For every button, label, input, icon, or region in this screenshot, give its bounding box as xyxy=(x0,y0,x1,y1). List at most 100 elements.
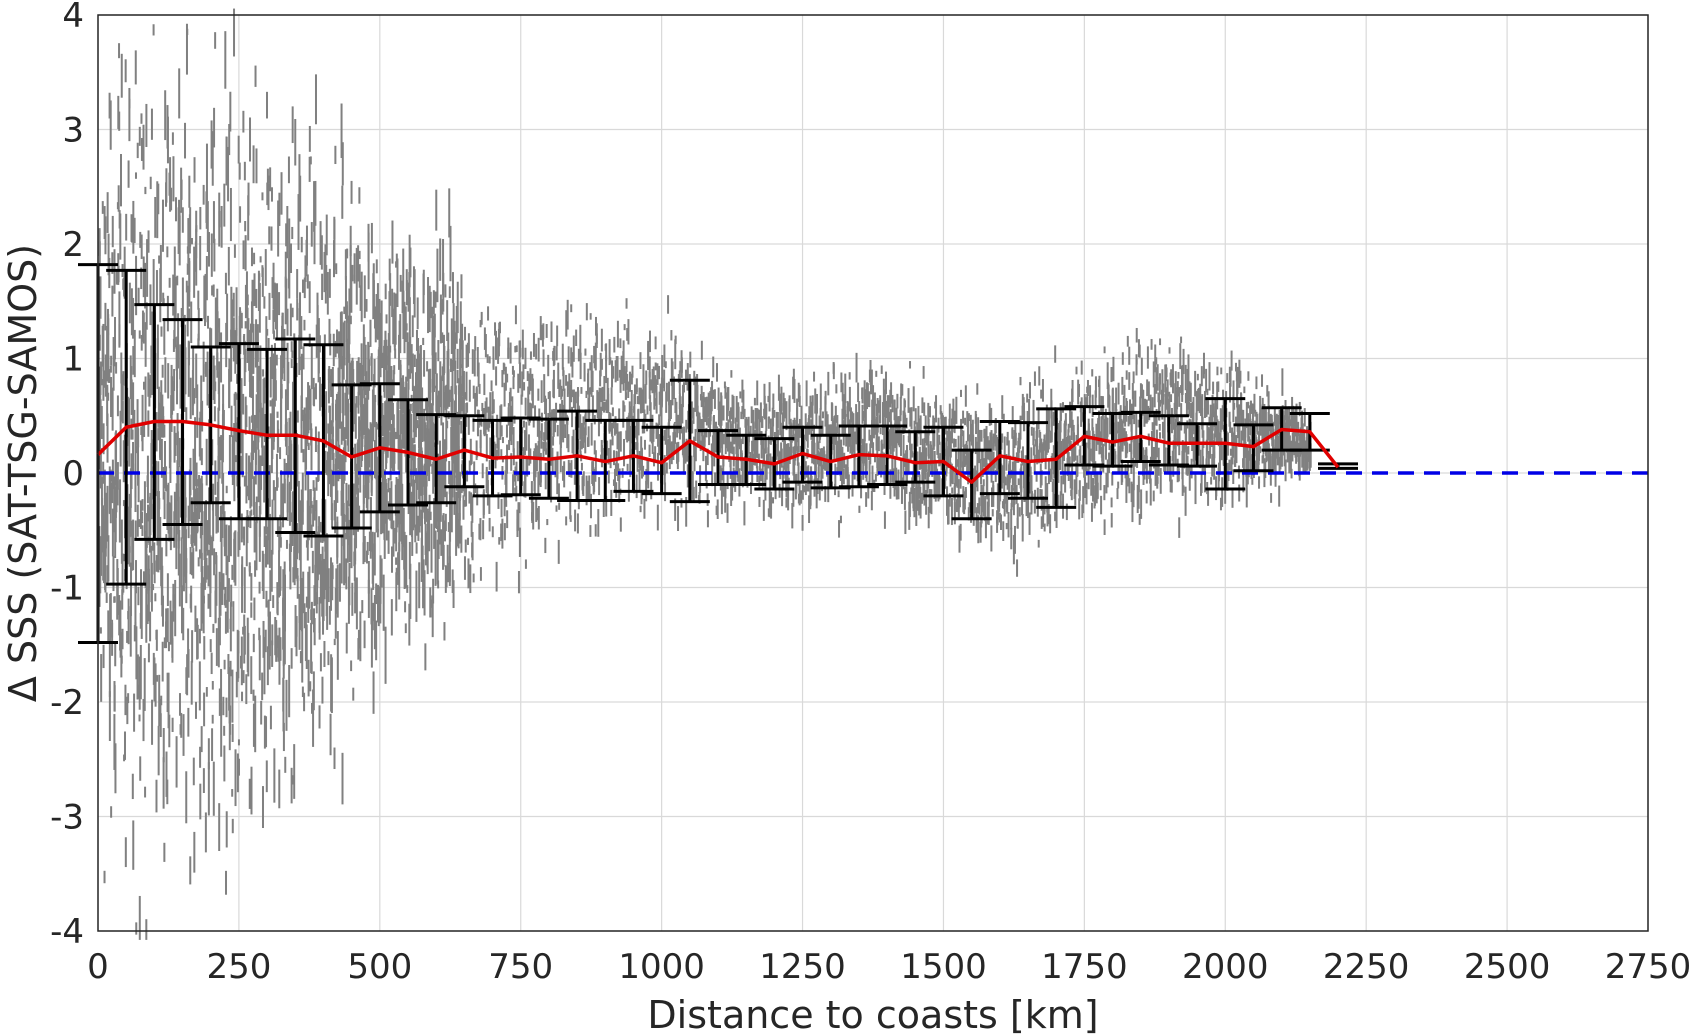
scatter-point xyxy=(248,416,251,431)
scatter-point xyxy=(126,696,129,725)
scatter-point xyxy=(789,422,792,448)
scatter-point xyxy=(188,469,191,522)
scatter-point xyxy=(418,509,421,527)
scatter-point xyxy=(157,725,160,776)
scatter-point xyxy=(1030,475,1033,492)
scatter-point xyxy=(1251,477,1254,485)
scatter-point xyxy=(624,372,627,400)
scatter-point xyxy=(411,511,414,556)
scatter-point xyxy=(222,573,225,590)
scatter-point xyxy=(1064,464,1067,493)
scatter-point xyxy=(227,246,230,286)
scatter-point xyxy=(957,435,960,455)
scatter-point xyxy=(1117,433,1120,441)
scatter-point xyxy=(135,922,138,935)
scatter-point xyxy=(960,418,963,447)
scatter-point xyxy=(722,405,725,421)
scatter-point xyxy=(1228,411,1231,427)
scatter-point xyxy=(877,457,880,472)
scatter-point xyxy=(157,461,160,498)
scatter-point xyxy=(729,456,732,479)
scatter-point xyxy=(259,256,262,263)
scatter-point xyxy=(1014,432,1017,446)
scatter-point xyxy=(118,595,121,636)
scatter-point xyxy=(434,530,437,586)
scatter-point xyxy=(665,391,668,413)
scatter-point xyxy=(1058,422,1061,447)
scatter-point xyxy=(1106,417,1109,437)
scatter-point xyxy=(924,415,927,433)
scatter-point xyxy=(749,425,752,436)
scatter-point xyxy=(343,513,346,550)
scatter-point xyxy=(315,477,318,491)
scatter-point xyxy=(130,453,133,490)
scatter-point xyxy=(250,766,253,815)
scatter-point xyxy=(158,255,161,264)
scatter-point xyxy=(1229,421,1232,433)
scatter-point xyxy=(402,248,405,305)
scatter-point xyxy=(456,369,459,384)
scatter-point xyxy=(711,457,714,487)
scatter-point xyxy=(1190,402,1193,418)
scatter-point xyxy=(561,343,564,370)
scatter-point xyxy=(166,295,169,332)
scatter-point xyxy=(537,388,540,401)
scatter-point xyxy=(1043,523,1046,532)
scatter-point xyxy=(215,504,218,526)
scatter-point xyxy=(311,702,314,714)
scatter-point xyxy=(535,499,538,522)
scatter-point xyxy=(432,461,435,494)
scatter-point xyxy=(1171,380,1174,394)
scatter-point xyxy=(577,485,580,510)
scatter-point xyxy=(743,408,746,418)
scatter-point xyxy=(470,492,473,516)
scatter-point xyxy=(413,269,416,318)
scatter-point xyxy=(837,490,840,498)
scatter-point xyxy=(116,559,119,582)
scatter-point xyxy=(693,370,696,386)
scatter-point xyxy=(137,287,140,304)
scatter-point xyxy=(587,426,590,447)
scatter-point xyxy=(1192,397,1195,422)
scatter-point xyxy=(886,395,889,425)
scatter-point xyxy=(858,505,861,513)
scatter-point xyxy=(728,410,731,423)
scatter-point xyxy=(473,349,476,377)
scatter-point xyxy=(318,531,321,575)
scatter-point xyxy=(497,438,500,457)
scatter-point xyxy=(338,360,341,397)
scatter-point xyxy=(285,421,288,456)
scatter-point xyxy=(538,431,541,461)
scatter-point xyxy=(161,641,164,682)
scatter-point xyxy=(900,459,903,487)
scatter-point xyxy=(436,539,439,585)
scatter-point xyxy=(333,638,336,646)
scatter-point xyxy=(182,714,185,756)
scatter-point xyxy=(489,411,492,424)
scatter-point xyxy=(1207,451,1210,458)
scatter-point xyxy=(434,291,437,308)
scatter-point xyxy=(176,413,179,446)
scatter-point xyxy=(421,509,424,560)
scatter-point xyxy=(310,428,313,471)
scatter-point xyxy=(160,326,163,337)
scatter-point xyxy=(585,303,588,321)
scatter-point xyxy=(848,372,851,380)
scatter-point xyxy=(109,100,112,150)
scatter-point xyxy=(619,370,622,383)
scatter-point xyxy=(229,602,232,652)
scatter-point xyxy=(1257,458,1260,471)
scatter-point xyxy=(638,387,641,405)
scatter-point xyxy=(373,358,376,388)
scatter-point xyxy=(492,359,495,370)
scatter-point xyxy=(964,489,967,499)
scatter-point xyxy=(375,583,378,605)
scatter-point xyxy=(111,285,114,317)
scatter-point xyxy=(775,444,778,460)
scatter-point xyxy=(127,598,130,645)
scatter-point xyxy=(168,172,171,196)
scatter-point xyxy=(342,385,345,441)
scatter-point xyxy=(1012,534,1015,565)
scatter-point xyxy=(1069,472,1072,489)
scatter-point xyxy=(1174,418,1177,444)
